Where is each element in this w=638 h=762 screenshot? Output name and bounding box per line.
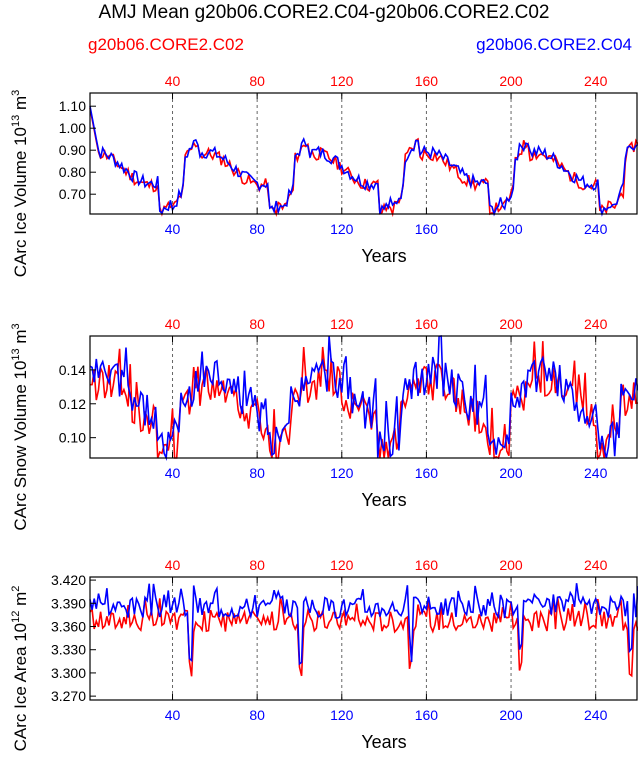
- ice-area-x-label: Years: [361, 732, 406, 752]
- ice-volume-x-tick-label-bottom: 120: [330, 221, 354, 237]
- snow-volume-frame: [89, 335, 638, 459]
- ice-area-x-tick-label-bottom: 200: [499, 707, 523, 723]
- snow-volume-panel: 0.10 0.12 0.14 40 40 80 80 120 120 160 160 200 200 24…: [10, 316, 638, 531]
- snow-volume-series-c04-line: [89, 335, 638, 462]
- ice-area-series-c02-line: [89, 596, 638, 678]
- ice-area-series-c04-line: [89, 583, 638, 666]
- ice-volume-x-label: Years: [361, 246, 406, 266]
- ice-volume-y-tick-label: 0.90: [59, 142, 86, 158]
- ice-area-x-tick-label-top: 160: [415, 557, 439, 573]
- snow-volume-x-tick-label-bottom: 40: [165, 465, 181, 481]
- ice-area-panel: 3.270 3.300 3.330 3.360 3.390 3.420 40 40 80 80 12…: [10, 557, 638, 752]
- snow-volume-x-tick-label-top: 120: [330, 316, 354, 332]
- snow-volume-x-tick-label-bottom: 200: [499, 465, 523, 481]
- ice-area-x-tick-label-top: 240: [584, 557, 608, 573]
- ice-area-y-tick-label: 3.420: [51, 572, 86, 588]
- ice-area-y-tick-label: 3.300: [51, 665, 86, 681]
- ice-area-x-tick-label-bottom: 80: [249, 707, 265, 723]
- ice-volume-x-tick-label-bottom: 160: [415, 221, 439, 237]
- legend-right: g20b06.CORE2.C04: [476, 35, 632, 54]
- snow-volume-x-tick-label-top: 80: [249, 316, 265, 332]
- ice-area-y-label: CArc Ice Area 1012 m2: [10, 586, 30, 752]
- snow-volume-x-tick-label-top: 40: [165, 316, 181, 332]
- ice-volume-y-tick-label: 1.10: [59, 98, 86, 114]
- snow-volume-y-tick-label: 0.14: [59, 362, 86, 378]
- ice-area-y-tick-label: 3.390: [51, 595, 86, 611]
- snow-volume-x-tick-label-bottom: 160: [415, 465, 439, 481]
- ice-volume-x-tick-label-top: 80: [249, 73, 265, 89]
- ice-area-x-tick-label-bottom: 40: [165, 707, 181, 723]
- ice-area-x-tick-label-top: 40: [165, 557, 181, 573]
- ice-volume-y-label: CArc Ice Volume 1013 m3: [10, 90, 30, 278]
- ice-volume-series-c04-line: [89, 106, 638, 217]
- ice-area-x-tick-label-bottom: 240: [584, 707, 608, 723]
- ice-volume-x-tick-label-top: 200: [499, 73, 523, 89]
- snow-volume-y-tick-label: 0.12: [59, 396, 86, 412]
- snow-volume-x-tick-label-bottom: 240: [584, 465, 608, 481]
- snow-volume-y-label: CArc Snow Volume 1013 m3: [10, 323, 30, 530]
- ice-volume-x-tick-label-bottom: 200: [499, 221, 523, 237]
- ice-volume-x-tick-label-bottom: 240: [584, 221, 608, 237]
- ice-area-x-tick-label-top: 120: [330, 557, 354, 573]
- figure-title: AMJ Mean g20b06.CORE2.C04-g20b06.CORE2.C…: [99, 2, 550, 23]
- snow-volume-x-tick-label-bottom: 120: [330, 465, 354, 481]
- ice-area-x-tick-label-bottom: 160: [415, 707, 439, 723]
- ice-volume-frame: [89, 92, 638, 215]
- legend-left: g20b06.CORE2.C02: [88, 35, 244, 54]
- ice-volume-x-tick-label-top: 160: [415, 73, 439, 89]
- ice-volume-y-tick-label: 0.70: [59, 186, 86, 202]
- ice-area-y-tick-label: 3.330: [51, 642, 86, 658]
- ice-volume-x-tick-label-top: 40: [165, 73, 181, 89]
- ice-area-frame: [89, 576, 638, 701]
- ice-area-x-tick-label-top: 200: [499, 557, 523, 573]
- ice-volume-y-tick-label: 0.80: [59, 164, 86, 180]
- snow-volume-x-tick-label-top: 240: [584, 316, 608, 332]
- ice-volume-x-tick-label-top: 120: [330, 73, 354, 89]
- ice-area-y-tick-label: 3.360: [51, 619, 86, 635]
- snow-volume-x-tick-label-bottom: 80: [249, 465, 265, 481]
- ice-volume-y-tick-label: 1.00: [59, 120, 86, 136]
- ice-area-y-tick-label: 3.270: [51, 688, 86, 704]
- ice-volume-x-tick-label-top: 240: [584, 73, 608, 89]
- ice-area-x-tick-label-top: 80: [249, 557, 265, 573]
- ice-volume-x-tick-label-bottom: 40: [165, 221, 181, 237]
- snow-volume-x-label: Years: [361, 490, 406, 510]
- ice-volume-panel: 0.70 0.80 0.90 1.00 1.10 40 40 80 80 120 120 160 160…: [10, 73, 638, 277]
- ice-area-x-tick-label-bottom: 120: [330, 707, 354, 723]
- snow-volume-x-tick-label-top: 160: [415, 316, 439, 332]
- snow-volume-x-tick-label-top: 200: [499, 316, 523, 332]
- ice-volume-x-tick-label-bottom: 80: [249, 221, 265, 237]
- snow-volume-y-tick-label: 0.10: [59, 430, 86, 446]
